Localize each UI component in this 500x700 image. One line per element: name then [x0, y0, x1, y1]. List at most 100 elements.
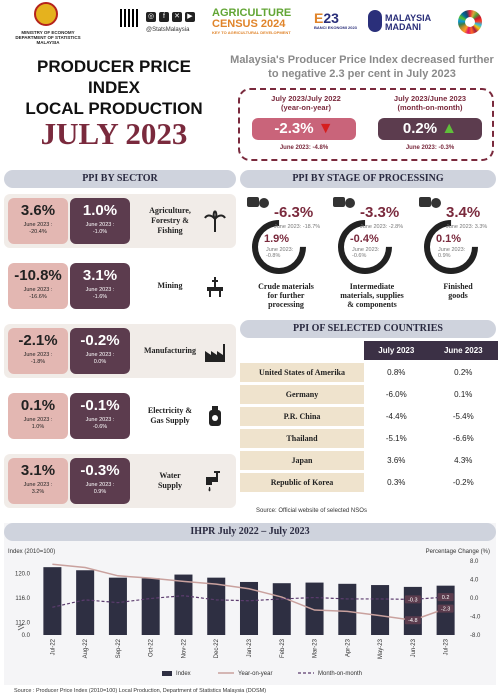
agri-line2: CENSUS 2024: [212, 18, 286, 30]
stage-yoy-prev: June 2023: 3.3%: [446, 224, 488, 230]
stage-name: Crude materials for further processing: [258, 282, 314, 309]
title-line1: PRODUCER PRICE INDEX: [37, 57, 191, 97]
sector-row: 3.6% June 2023 : -20.4% 1.0% June 2023 :…: [4, 194, 236, 248]
col-june-2023: June 2023: [428, 341, 498, 360]
oil-rig-icon: [204, 275, 226, 297]
sector-yoy-card: -2.1% June 2023 : -1.8%: [8, 328, 68, 374]
sector-yoy-card: 0.1% June 2023 : 1.0%: [8, 393, 68, 439]
data-label-bg: [404, 595, 421, 604]
mom-line: [52, 595, 446, 608]
madani-emblem-icon: [368, 10, 382, 32]
gas-tank-icon: [204, 405, 226, 427]
y2-tick-label: -8.0: [470, 633, 481, 639]
stage-header: PPI BY STAGE OF PROCESSING: [240, 170, 496, 188]
index-bar: [272, 583, 291, 635]
index-bar: [141, 578, 160, 635]
madani-text: MALAYSIA MADANI: [385, 13, 432, 32]
legend-index-swatch: [162, 671, 172, 676]
table-row: Thailand -5.1% -6.6%: [240, 429, 498, 448]
factory-icon: [204, 340, 226, 362]
index-bar: [174, 574, 193, 635]
yoy-label: July 2023/July 2022 (year-on-year): [271, 94, 341, 112]
y2-tick-label: -4.0: [470, 615, 481, 621]
y-tick-label: 112.0: [15, 621, 30, 627]
social-handle[interactable]: @StatsMalaysia: [146, 27, 190, 33]
legend-index-label: Index: [176, 671, 191, 677]
y2-axis-label: Percentage Change (%): [426, 549, 490, 555]
youtube-icon[interactable]: ▶: [185, 12, 195, 22]
country-name: P.R. China: [240, 407, 364, 426]
x-tick-label: Sep-22: [116, 638, 122, 658]
sector-mom-value: 3.1%: [82, 267, 118, 284]
stage-mom-prev: June 2023: -0.8%: [266, 247, 294, 259]
index-bar: [305, 582, 324, 635]
source-note: Source : Producer Price Index (2010=100)…: [14, 688, 267, 694]
countries-table: July 2023 June 2023 United States of Ame…: [240, 338, 498, 495]
x-tick-label: Nov-22: [181, 638, 187, 658]
axis-break-icon: [17, 623, 25, 631]
index-bar: [403, 586, 422, 635]
sector-mom-prev: June 2023 : -1.0%: [85, 222, 115, 235]
sector-mom-card: -0.3% June 2023 : 0.9%: [70, 458, 130, 504]
yoy-prev: June 2023: -4.8%: [279, 145, 329, 151]
country-name: Republic of Korea: [240, 473, 364, 492]
country-name: Japan: [240, 451, 364, 470]
legend-mom-label: Month-on-month: [318, 671, 362, 677]
x-icon[interactable]: ✕: [172, 12, 182, 22]
sector-mom-prev: June 2023 : -1.6%: [85, 287, 115, 300]
highlight-box: July 2023/July 2022 (year-on-year) -2.3%…: [238, 88, 494, 161]
chip-icon: [332, 194, 356, 212]
index-bar: [108, 577, 127, 635]
sector-yoy-prev: June 2023 : -20.4%: [23, 222, 53, 235]
sector-mom-card: 3.1% June 2023 : -1.6%: [70, 263, 130, 309]
table-row: United States of Amerika 0.8% 0.2%: [240, 363, 498, 382]
sector-yoy-value: -10.8%: [14, 267, 62, 284]
sector-yoy-prev: June 2023 : 3.2%: [23, 482, 53, 495]
sector-yoy-prev: June 2023 : -16.6%: [23, 287, 53, 300]
countries-source: Source: Official website of selected NSO…: [256, 508, 367, 514]
sector-name: Water Supply: [157, 471, 183, 490]
y2-tick-label: 0.0: [470, 596, 479, 602]
sector-yoy-prev: June 2023 : 1.0%: [23, 417, 53, 430]
x-tick-label: Oct-22: [149, 638, 155, 657]
y-axis-label: Index (2010=100): [8, 549, 55, 555]
x-tick-label: Jul-22: [50, 638, 56, 655]
country-july: 3.6%: [364, 451, 429, 470]
sector-row: -10.8% June 2023 : -16.6% 3.1% June 2023…: [4, 259, 236, 313]
sector-yoy-card: 3.6% June 2023 : -20.4%: [8, 198, 68, 244]
data-label: -0.3: [408, 597, 417, 603]
sector-mom-prev: June 2023 : -0.6%: [85, 417, 115, 430]
country-july: -6.0%: [364, 385, 429, 404]
facebook-icon[interactable]: f: [159, 12, 169, 22]
table-corner: [240, 341, 364, 360]
stage-yoy: -3.3%: [360, 204, 400, 221]
headline: Malaysia's Producer Price Index decrease…: [230, 54, 494, 80]
agriculture-census-logo: AGRICULTURE CENSUS 2024 KEY TO AGRICULTU…: [212, 8, 310, 38]
country-june: 4.3%: [428, 451, 498, 470]
report-period: JULY 2023: [40, 116, 188, 151]
ministry-label: MINISTRY OF ECONOMY DEPARTMENT OF STATIS…: [15, 30, 81, 45]
x-tick-label: Dec-22: [214, 638, 220, 658]
qr-code-icon[interactable]: [120, 9, 138, 27]
sector-mom-value: 1.0%: [82, 202, 118, 219]
x-tick-label: Feb-23: [280, 638, 286, 658]
data-label-bg: [437, 593, 454, 602]
data-label-bg: [404, 616, 421, 625]
instagram-icon[interactable]: ◎: [146, 12, 156, 22]
sector-mom-prev: June 2023 : 0.9%: [85, 482, 115, 495]
country-july: 0.3%: [364, 473, 429, 492]
sector-yoy-card: 3.1% June 2023 : 3.2%: [8, 458, 68, 504]
yoy-line: [52, 563, 446, 621]
sector-name: Manufacturing: [144, 346, 196, 355]
sector-mom-value: -0.2%: [80, 332, 120, 349]
country-june: 0.2%: [428, 363, 498, 382]
goods-icon: [418, 194, 442, 212]
arrow-up-icon: ▲: [441, 120, 458, 137]
sector-mom-value: -0.1%: [80, 397, 120, 414]
stage-mom: 0.1%: [436, 233, 462, 245]
water-tap-icon: [204, 470, 226, 492]
x-tick-label: Aug-22: [83, 638, 89, 658]
sector-mom-value: -0.3%: [80, 462, 120, 479]
country-name: United States of Amerika: [240, 363, 364, 382]
sector-yoy-value: 3.1%: [20, 462, 56, 479]
